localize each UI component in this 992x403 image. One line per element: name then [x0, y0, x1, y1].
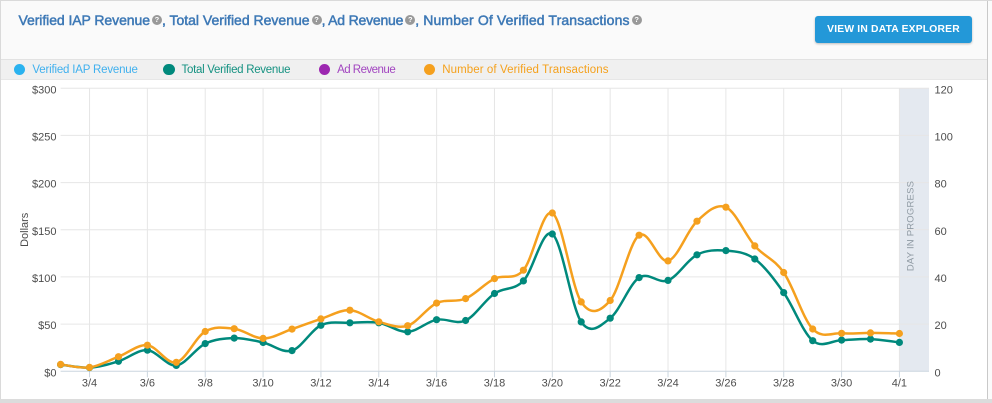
svg-text:$150: $150 — [32, 226, 56, 238]
svg-text:100: 100 — [935, 132, 953, 144]
svg-text:80: 80 — [935, 179, 947, 191]
svg-text:3/24: 3/24 — [657, 378, 678, 390]
svg-text:3/16: 3/16 — [426, 378, 447, 390]
svg-text:3/6: 3/6 — [140, 378, 155, 390]
svg-text:3/14: 3/14 — [368, 378, 389, 390]
svg-text:3/22: 3/22 — [599, 378, 620, 390]
svg-text:3/26: 3/26 — [715, 378, 736, 390]
svg-text:Dollars: Dollars — [19, 212, 31, 247]
svg-text:3/20: 3/20 — [542, 378, 563, 390]
svg-text:120: 120 — [935, 84, 953, 96]
svg-text:3/4: 3/4 — [82, 378, 97, 390]
svg-text:$100: $100 — [32, 273, 56, 285]
svg-text:$300: $300 — [32, 84, 56, 96]
svg-text:$200: $200 — [32, 179, 56, 191]
svg-text:$50: $50 — [38, 320, 56, 332]
svg-text:20: 20 — [935, 320, 947, 332]
svg-text:40: 40 — [935, 273, 947, 285]
svg-text:$250: $250 — [32, 132, 56, 144]
svg-text:4/1: 4/1 — [892, 378, 907, 390]
svg-text:0: 0 — [935, 367, 941, 379]
svg-text:3/30: 3/30 — [831, 378, 852, 390]
svg-text:$0: $0 — [44, 367, 56, 379]
svg-text:3/8: 3/8 — [198, 378, 213, 390]
svg-text:60: 60 — [935, 226, 947, 238]
svg-text:DAY IN PROGRESS: DAY IN PROGRESS — [906, 181, 917, 271]
svg-text:3/28: 3/28 — [773, 378, 794, 390]
svg-text:3/12: 3/12 — [310, 378, 331, 390]
svg-text:3/10: 3/10 — [252, 378, 273, 390]
svg-text:3/18: 3/18 — [484, 378, 505, 390]
